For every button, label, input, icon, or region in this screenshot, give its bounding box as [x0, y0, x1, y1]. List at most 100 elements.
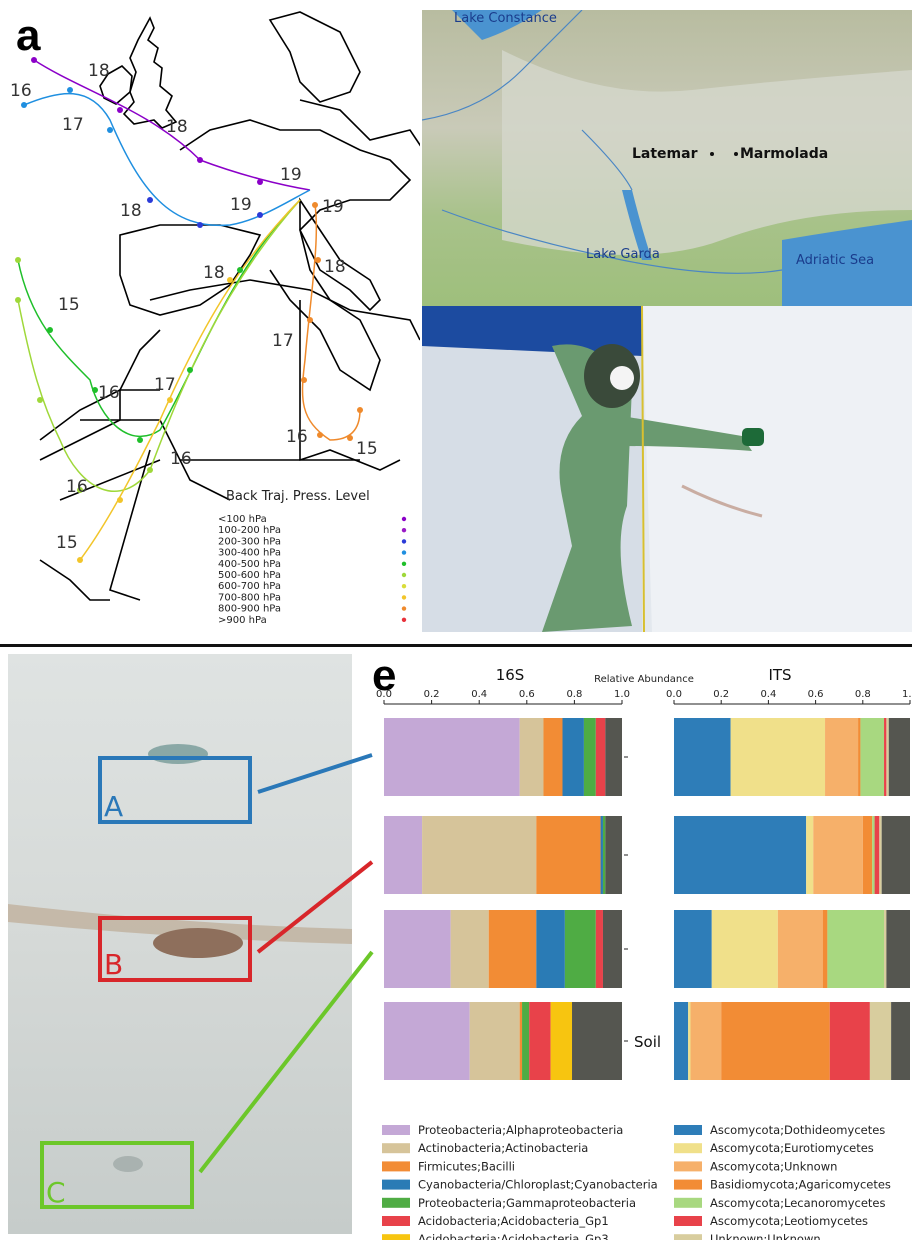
legend-label: Acidobacteria;Acidobacteria_Gp3 [418, 1232, 609, 1240]
bar-segment [881, 816, 910, 894]
day-labels: 18 16 17 18 18 19 19 19 18 18 15 16 17 1… [10, 61, 378, 553]
pressure-legend-dot [401, 572, 407, 578]
bar-segment [522, 1002, 530, 1080]
pressure-legend-dot [401, 606, 407, 611]
bar-segment [469, 1002, 520, 1080]
bar-segment [872, 816, 875, 894]
box-c-label: C [46, 1176, 66, 1209]
bar-segment [829, 1002, 870, 1080]
pressure-legend-label: 200-300 hPa [218, 536, 281, 547]
legend-label: Ascomycota;Lecanoromycetes [710, 1196, 885, 1210]
legend-label: Proteobacteria;Alphaproteobacteria [418, 1123, 623, 1137]
bar-segment [711, 910, 778, 988]
bar-segment [674, 1002, 689, 1080]
bar-segment [529, 1002, 551, 1080]
box-a-label: A [104, 790, 123, 823]
bar-segment [572, 1002, 622, 1080]
tick-label: 0.0 [376, 689, 392, 700]
legend-label: Ascomycota;Leotiomycetes [710, 1214, 868, 1228]
pressure-legend-dot [401, 595, 407, 600]
sample-boxes [40, 756, 252, 1209]
legend-label: Firmicutes;Bacilli [418, 1159, 515, 1173]
pressure-legend-label: 500-600 hPa [218, 570, 281, 581]
legend-swatch [382, 1161, 410, 1172]
bar-segment [825, 718, 859, 796]
bar-segment [891, 1002, 910, 1080]
legend-swatch [382, 1234, 410, 1240]
bar-segment [730, 718, 826, 796]
tick-label: 0.6 [519, 689, 535, 700]
svg-text:15: 15 [58, 295, 80, 315]
svg-text:16: 16 [66, 477, 88, 497]
bar-segment [884, 718, 887, 796]
bar-segment [721, 1002, 830, 1080]
bar-segment [519, 1002, 523, 1080]
bar-segment [827, 910, 885, 988]
legend-swatch [674, 1125, 702, 1135]
svg-text:18: 18 [166, 117, 188, 137]
box-c [40, 1141, 194, 1209]
label-adriatic-sea: Adriatic Sea [796, 253, 874, 268]
bar-segment [860, 718, 885, 796]
svg-text:15: 15 [356, 439, 378, 459]
bar-segment [674, 910, 712, 988]
legend-swatch [674, 1197, 702, 1208]
bar-segment [862, 816, 873, 894]
pressure-legend-label: 600-700 hPa [218, 581, 281, 592]
bar-segment [605, 718, 622, 796]
legend-swatch [674, 1179, 702, 1190]
pressure-legend-label: 100-200 hPa [218, 525, 281, 536]
bar-segment [536, 910, 565, 988]
svg-text:18: 18 [88, 61, 110, 81]
tick-label: 0.2 [424, 689, 440, 700]
bar-segment [564, 910, 596, 988]
bar-segment [384, 718, 520, 796]
chart-its: 0.0 0.2 0.4 0.6 0.8 1.0 [666, 689, 912, 1080]
bar-segment [543, 718, 563, 796]
bar-segment [674, 816, 807, 894]
bar-segment [879, 816, 882, 894]
coastlines [39, 11, 420, 601]
tick-label: 0.8 [566, 689, 582, 700]
pressure-legend-label: 700-800 hPa [218, 592, 281, 603]
legend-label: Ascomycota;Dothideomycetes [710, 1123, 885, 1137]
latemar-dot [710, 152, 714, 156]
bar-segment [690, 1002, 722, 1080]
connector-a [257, 753, 373, 794]
svg-text:19: 19 [280, 165, 302, 185]
pressure-legend-dot [401, 528, 407, 533]
legend-label: Cyanobacteria/Chloroplast;Cyanobacteria [418, 1178, 658, 1192]
svg-text:16: 16 [98, 383, 120, 403]
chart-its-title: ITS [768, 666, 791, 684]
pressure-legend-dot [401, 584, 407, 589]
connector-b [256, 860, 374, 954]
bar-segment [874, 816, 880, 894]
label-marmolada: Marmolada [740, 146, 828, 162]
label-lake-constance: Lake Constance [454, 11, 557, 26]
snow-pit-photo [422, 306, 912, 632]
bar-segment [688, 1002, 691, 1080]
bar-segment [536, 816, 601, 894]
box-b [98, 916, 252, 982]
tick-label: 0.4 [760, 689, 776, 700]
pressure-legend-dot [401, 539, 407, 544]
legend-label: Ascomycota;Eurotiomycetes [710, 1141, 874, 1155]
legend-label: Actinobacteria;Actinobacteria [418, 1141, 588, 1155]
legend-label: Unknown;Unknown [710, 1232, 821, 1240]
legend-label: Basidiomycota;Agaricomycetes [710, 1178, 891, 1192]
svg-text:18: 18 [203, 263, 225, 283]
legend-its: Ascomycota;Dothideomycetes Ascomycota;Eur… [674, 1123, 891, 1240]
bar-segment [550, 1002, 573, 1080]
tick-label: 1.0 [614, 689, 630, 700]
bar-segment [605, 816, 622, 894]
label-latemar: Latemar [632, 146, 698, 162]
pressure-legend-label: 400-500 hPa [218, 559, 281, 570]
tick-label: 0.6 [808, 689, 824, 700]
legend-swatch [674, 1143, 702, 1154]
bar-segment [813, 816, 863, 894]
pressure-legend-label: 300-400 hPa [218, 548, 281, 559]
svg-text:17: 17 [154, 375, 176, 395]
legend-swatch [674, 1216, 702, 1226]
pressure-legend-label: <100 hPa [218, 514, 267, 525]
